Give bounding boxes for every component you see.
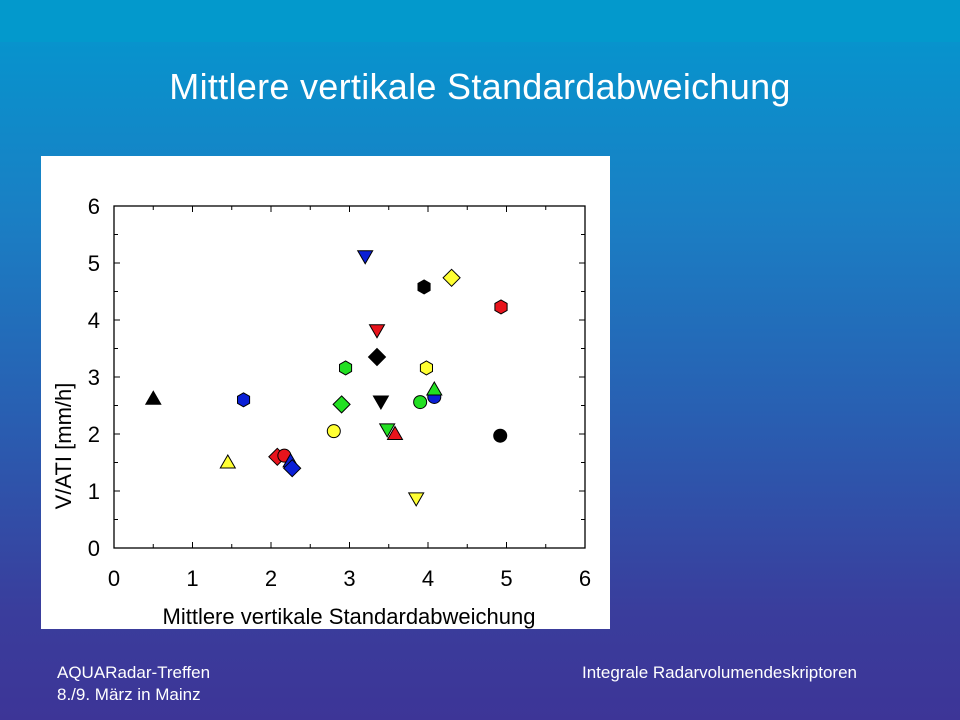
point-green-triangle-down <box>378 423 396 438</box>
footer-left: AQUARadar-Treffen 8./9. März in Mainz <box>57 662 210 706</box>
point-green-circle <box>413 395 428 410</box>
point-green-diamond <box>332 395 351 414</box>
point-black-circle <box>493 428 508 443</box>
y-tick-label: 4 <box>88 308 100 333</box>
x-axis-label: Mittlere vertikale Standardabweichung <box>163 604 536 629</box>
y-tick-label: 1 <box>88 479 100 504</box>
x-tick-label: 6 <box>579 566 591 591</box>
y-axis-label: V/ATI [mm/h] <box>51 383 76 510</box>
x-tick-label: 5 <box>500 566 512 591</box>
data-points <box>144 250 508 507</box>
point-green-triangle-up <box>425 380 443 396</box>
point-yellow-triangle-down <box>407 492 425 507</box>
x-tick-label: 1 <box>186 566 198 591</box>
point-black-triangle-down <box>372 395 390 411</box>
x-tick-label: 0 <box>108 566 120 591</box>
y-tick-label: 5 <box>88 251 100 276</box>
footer-topic: Integrale Radarvolumendeskriptoren <box>582 663 857 682</box>
tick-labels: 0 1 2 3 4 5 6 0 1 2 3 4 5 6 <box>88 194 591 591</box>
x-tick-label: 2 <box>265 566 277 591</box>
point-black-hexagon <box>417 279 431 295</box>
y-tick-label: 6 <box>88 194 100 219</box>
point-blue-hexagon <box>237 392 251 408</box>
point-blue-triangle-down <box>356 250 374 265</box>
plot-frame <box>113 205 586 549</box>
point-yellow-triangle-up <box>219 453 237 469</box>
y-tick-label: 2 <box>88 422 100 447</box>
point-black-triangle-up <box>144 390 162 405</box>
chart-panel: 0 1 2 3 4 5 6 0 1 2 3 4 5 6 Mittlere vertikale Standa… <box>41 156 610 629</box>
point-red-triangle-up <box>386 425 404 440</box>
x-tick-label: 3 <box>343 566 355 591</box>
footer-date-location: 8./9. März in Mainz <box>57 685 201 704</box>
y-tick-label: 0 <box>88 536 100 561</box>
point-blue-diamond <box>282 458 302 478</box>
point-black-diamond <box>367 347 387 367</box>
point-red-triangle-down <box>368 324 386 339</box>
y-tick-label: 3 <box>88 365 100 390</box>
x-tick-label: 4 <box>422 566 434 591</box>
scatter-chart: 0 1 2 3 4 5 6 0 1 2 3 4 5 6 Mittlere vertikale Standa… <box>51 194 591 629</box>
point-yellow-circle <box>326 424 341 439</box>
axes <box>113 205 586 549</box>
point-yellow-hexagon <box>419 360 433 376</box>
point-green-hexagon <box>339 360 353 376</box>
point-yellow-diamond <box>442 268 461 288</box>
point-red-hexagon <box>494 299 508 315</box>
slide-title: Mittlere vertikale Standardabweichung <box>169 66 791 107</box>
top-band <box>0 0 960 42</box>
footer-event: AQUARadar-Treffen <box>57 663 211 682</box>
